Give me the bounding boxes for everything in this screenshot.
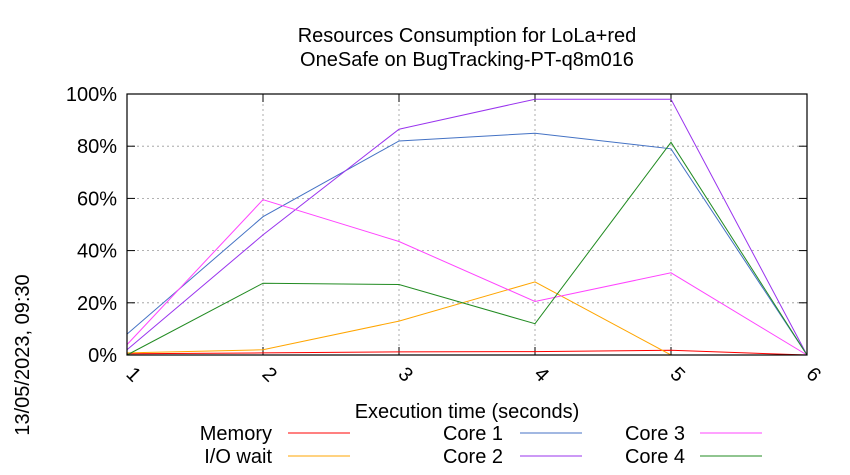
x-tick-label: 6	[802, 363, 825, 386]
legend-label-core-1: Core 1	[443, 423, 503, 445]
y-tick-label: 20%	[77, 293, 117, 315]
side-date-label: 13/05/2023, 09:30	[12, 274, 34, 435]
legend-label-core-3: Core 3	[625, 423, 685, 445]
x-tick-label: 3	[394, 363, 417, 386]
y-axis-ticks: 0% 20% 40% 60% 80% 100%	[66, 84, 807, 367]
x-tick-label: 5	[666, 363, 689, 386]
series-line-memory	[126, 349, 808, 356]
series-line-core-3	[126, 199, 808, 356]
x-axis-label: Execution time (seconds)	[355, 401, 580, 423]
legend-label-core-4: Core 4	[625, 446, 685, 468]
x-tick-label: 2	[258, 363, 281, 386]
y-tick-label: 60%	[77, 188, 117, 210]
x-tick-label: 4	[530, 363, 553, 386]
y-tick-label: 80%	[77, 136, 117, 158]
y-tick-label: 0%	[88, 345, 117, 367]
legend-label-memory: Memory	[200, 423, 272, 445]
series-line-core-4	[126, 141, 808, 356]
legend-label-i-o-wait: I/O wait	[204, 446, 272, 468]
x-axis-ticks: 1 2 3 4 5 6	[122, 94, 825, 386]
y-tick-label: 100%	[66, 84, 117, 106]
chart-title: Resources Consumption for LoLa+red	[298, 25, 637, 47]
x-tick-label: 1	[122, 363, 145, 386]
legend-label-core-2: Core 2	[443, 446, 503, 468]
series-line-core-2	[126, 98, 808, 356]
series-lines	[126, 98, 808, 356]
grid	[127, 94, 807, 355]
y-tick-label: 40%	[77, 241, 117, 263]
chart-subtitle: OneSafe on BugTracking-PT-q8m016	[300, 49, 634, 71]
series-line-core-1	[126, 132, 808, 356]
plot-frame	[126, 93, 808, 356]
